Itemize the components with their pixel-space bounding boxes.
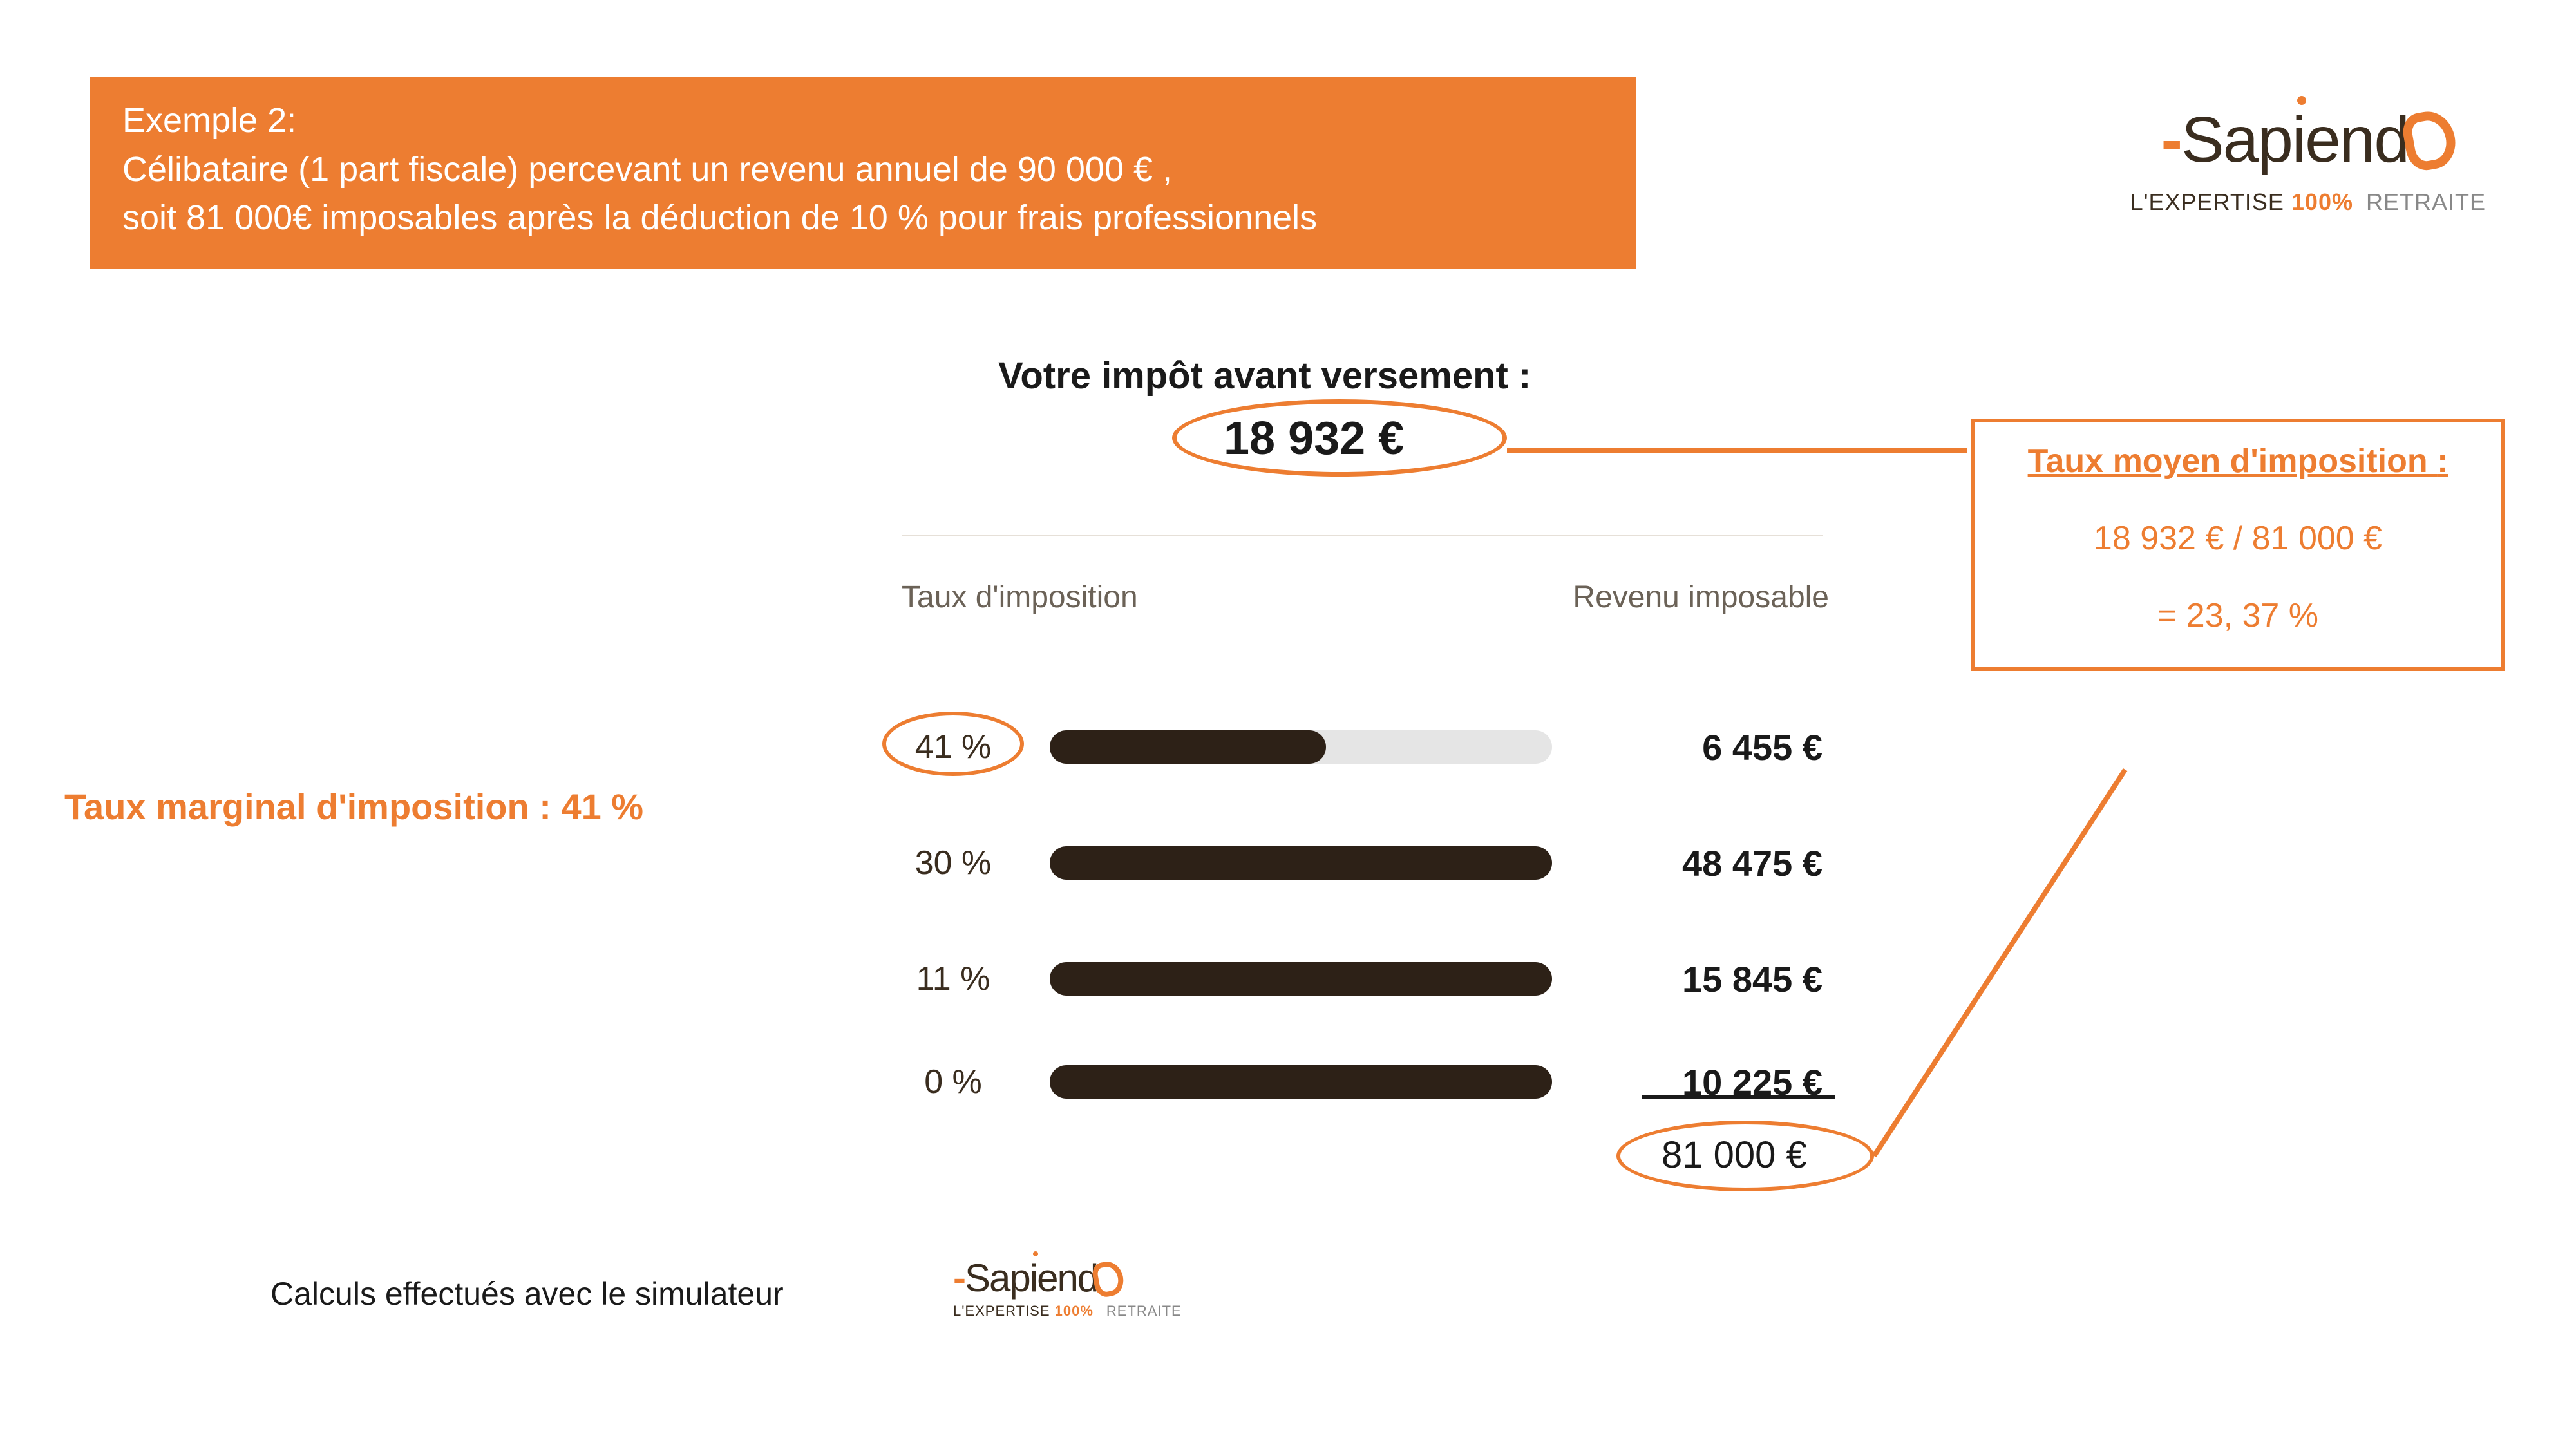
brand-logo-text: -Sapiend xyxy=(2130,103,2486,177)
connector-box-to-total xyxy=(1874,770,2125,1156)
example-line2: soit 81 000€ imposables après la déducti… xyxy=(122,194,1604,243)
average-tax-title: Taux moyen d'imposition : xyxy=(1994,442,2482,480)
total-underline xyxy=(1642,1095,1835,1099)
col-header-rate: Taux d'imposition xyxy=(902,580,1138,615)
bracket-bar-track xyxy=(1050,846,1552,880)
bracket-bar-fill xyxy=(1050,962,1552,996)
brand-tagline: L'EXPERTISE 100%RETRAITE xyxy=(2130,189,2486,216)
bracket-row: 30 % 48 475 € xyxy=(889,837,1823,889)
bracket-bar-fill xyxy=(1050,730,1326,764)
bracket-row: 0 %10 225 € xyxy=(889,1056,1823,1108)
bracket-amount: 6 455 € xyxy=(1584,726,1823,768)
col-header-income: Revenu imposable xyxy=(1573,580,1829,615)
tax-amount-highlight xyxy=(1172,399,1507,477)
example-header: Exemple 2: Célibataire (1 part fiscale) … xyxy=(90,77,1636,269)
bracket-bar-fill xyxy=(1050,1065,1552,1099)
bracket-bar-track xyxy=(1050,730,1552,764)
average-tax-result: = 23, 37 % xyxy=(1994,596,2482,635)
bracket-bar-fill xyxy=(1050,846,1552,880)
bracket-row: 11 % 15 845 € xyxy=(889,953,1823,1005)
bracket-amount: 48 475 € xyxy=(1584,842,1823,884)
bracket-row: 41 %6 455 € xyxy=(889,721,1823,773)
bracket-amount: 15 845 € xyxy=(1584,958,1823,1000)
marginal-tax-label: Taux marginal d'imposition : 41 % xyxy=(64,786,643,828)
example-title: Exemple 2: xyxy=(122,97,1604,146)
bracket-bar-track xyxy=(1050,1065,1552,1099)
logo-o-icon xyxy=(2400,108,2459,173)
divider xyxy=(902,535,1823,536)
example-line1: Célibataire (1 part fiscale) percevant u… xyxy=(122,146,1604,194)
brand-logo: -Sapiend L'EXPERTISE 100%RETRAITE xyxy=(2130,103,2486,216)
bracket-rate: 30 % xyxy=(889,844,1018,882)
marginal-rate-highlight xyxy=(882,712,1024,776)
bracket-rate: 0 % xyxy=(889,1063,1018,1101)
logo-o-icon xyxy=(1091,1259,1126,1298)
total-highlight xyxy=(1616,1121,1874,1191)
average-tax-calc: 18 932 € / 81 000 € xyxy=(1994,519,2482,558)
bracket-bar-track xyxy=(1050,962,1552,996)
bracket-rate: 11 % xyxy=(889,960,1018,998)
footer-brand-logo: -Sapiend L'EXPERTISE 100%RETRAITE xyxy=(953,1256,1182,1320)
average-tax-box: Taux moyen d'imposition : 18 932 € / 81 … xyxy=(1971,419,2505,671)
footer-label: Calculs effectués avec le simulateur xyxy=(270,1275,784,1312)
tax-title: Votre impôt avant versement : xyxy=(998,354,1531,397)
